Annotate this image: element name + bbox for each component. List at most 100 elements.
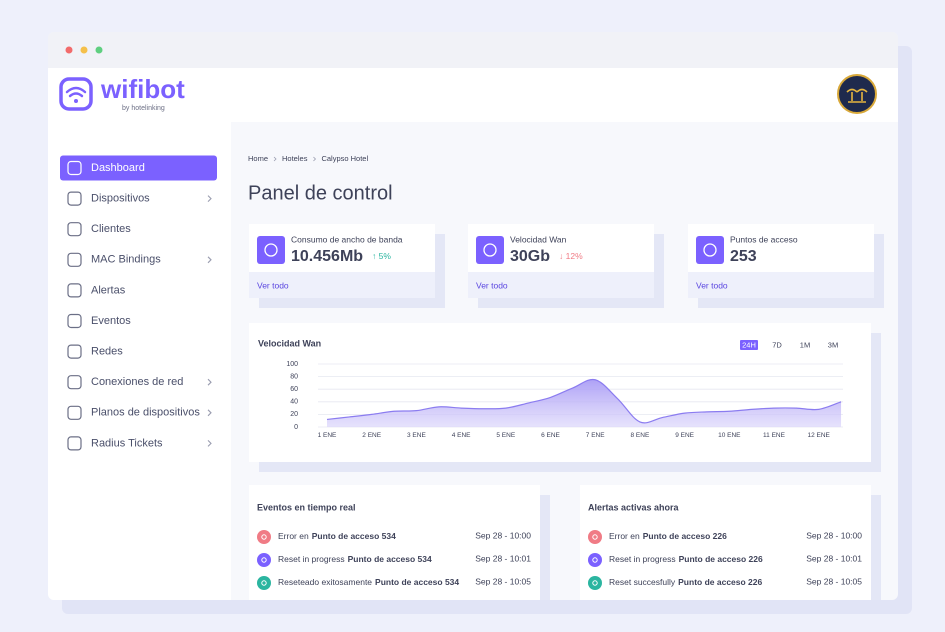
minimize-dot[interactable]: [80, 46, 88, 54]
sidebar-item[interactable]: Planos de dispositivos: [67, 405, 212, 420]
browser-window: wifibot by hotelinking Dashboard Disposit…: [48, 32, 898, 600]
breadcrumb-sep: [273, 156, 277, 162]
x-tick-label: 12 ENE: [807, 432, 830, 439]
range-button[interactable]: 7D: [772, 340, 782, 349]
chevron: [207, 195, 212, 202]
y-tick-label: 40: [290, 399, 298, 406]
stat-value-line: 10.456Mb ↑ 5%: [291, 248, 391, 265]
stat-link[interactable]: Ver todo: [696, 280, 728, 290]
menu-label: Redes: [91, 346, 123, 358]
stat-link[interactable]: Ver todo: [476, 280, 508, 290]
stat-label: Puntos de acceso: [730, 234, 798, 244]
status-glyph: [592, 580, 598, 586]
status-icon: [257, 553, 271, 567]
event-action: Reset in progress: [609, 554, 676, 564]
menu-label: MAC Bindings: [91, 254, 161, 266]
breadcrumb-item[interactable]: Hoteles: [282, 154, 308, 163]
menu-icon: [67, 160, 82, 176]
sidebar-item[interactable]: Radius Tickets: [67, 436, 212, 451]
menu-label: Conexiones de red: [91, 376, 183, 388]
sidebar-item[interactable]: Alertas: [67, 283, 126, 298]
menu-icon: [67, 252, 82, 267]
card-icon-glyph: [703, 243, 717, 257]
sidebar-item[interactable]: Clientes: [67, 222, 131, 237]
sidebar: [48, 122, 231, 600]
y-tick-label: 60: [290, 386, 298, 393]
card-footer: [249, 272, 435, 298]
event-target: Punto de acceso 226: [679, 554, 763, 564]
breadcrumb-item[interactable]: Calypso Hotel: [321, 154, 368, 163]
sidebar-item[interactable]: MAC Bindings: [67, 252, 212, 267]
stat-card: Velocidad Wan 30Gb ↓ 12% Ver todo: [468, 224, 664, 308]
card-icon-glyph: [483, 243, 497, 257]
status-glyph: [261, 557, 267, 563]
event-text: Reset in progress Punto de acceso 534: [278, 554, 432, 564]
event-action: Reset succesfully: [609, 577, 676, 587]
panel-title: Alertas activas ahora: [588, 502, 680, 512]
event-action: Reseteado exitosamente: [278, 577, 372, 587]
event-action: Error en: [278, 531, 309, 541]
range-label: 24H: [742, 340, 756, 349]
x-tick-label: 8 ENE: [631, 432, 650, 439]
event-time: Sep 28 - 10:01: [806, 553, 862, 563]
logo[interactable]: wifibot by hotelinking: [59, 74, 185, 112]
panel-body: [580, 485, 871, 600]
stat-link[interactable]: Ver todo: [257, 280, 289, 290]
menu-label: Dashboard: [91, 162, 145, 174]
maximize-dot[interactable]: [95, 46, 103, 54]
x-tick-label: 6 ENE: [541, 432, 560, 439]
panel: Alertas activas ahora Error en Punto de ac…: [580, 485, 881, 600]
breadcrumb-item[interactable]: Home: [248, 154, 268, 163]
sidebar-item[interactable]: Eventos: [67, 313, 131, 329]
sidebar-item[interactable]: Conexiones de red: [67, 375, 212, 390]
menu-icon: [67, 283, 82, 298]
range-button[interactable]: 3M: [828, 340, 838, 349]
x-tick-label: 10 ENE: [718, 432, 741, 439]
panel-body: [249, 485, 540, 600]
card-icon: [476, 236, 504, 264]
event-target: Punto de acceso 534: [348, 554, 432, 564]
stat-label: Velocidad Wan: [510, 234, 567, 244]
x-tick-label: 9 ENE: [675, 432, 694, 439]
status-icon: [588, 576, 602, 590]
sidebar-item[interactable]: Redes: [67, 344, 123, 359]
menu-label: Eventos: [91, 315, 131, 327]
avatar[interactable]: [837, 74, 877, 114]
event-action: Error en: [609, 531, 640, 541]
stat-value-line: 253: [730, 248, 757, 265]
event-time: Sep 28 - 10:05: [806, 576, 862, 586]
status-icon: [588, 530, 602, 544]
logo-dot: [74, 99, 78, 103]
x-tick-label: 4 ENE: [452, 432, 471, 439]
y-tick-label: 20: [290, 411, 298, 418]
sidebar-item[interactable]: Dispositivos: [67, 191, 212, 206]
x-tick-label: 5 ENE: [496, 432, 515, 439]
range-button[interactable]: 1M: [800, 340, 810, 349]
y-tick-label: 80: [290, 373, 298, 380]
menu-icon: [67, 405, 82, 420]
stat-change: ↑ 5%: [372, 251, 391, 261]
menu-icon: [67, 375, 82, 390]
breadcrumb-sep: [313, 156, 317, 162]
menu-icon: [67, 313, 82, 329]
sidebar-item[interactable]: Dashboard: [60, 155, 217, 181]
status-icon: [257, 576, 271, 590]
event-time: Sep 28 - 10:00: [806, 530, 862, 540]
event-target: Punto de acceso 226: [678, 577, 762, 587]
chevron: [207, 378, 212, 386]
logo-icon: [59, 77, 93, 111]
status-icon: [257, 530, 271, 544]
stat-card: Consumo de ancho de banda 10.456Mb ↑ 5% Ver…: [249, 224, 445, 308]
menu-label: Radius Tickets: [91, 437, 163, 449]
status-glyph: [261, 534, 267, 540]
stat-card: Puntos de acceso 253 Ver todo: [688, 224, 884, 308]
card-icon: [696, 236, 724, 264]
card-footer: [468, 272, 654, 298]
event-text: Reset succesfully Punto de acceso 226: [609, 577, 763, 587]
range-button[interactable]: 24H: [740, 340, 758, 350]
close-dot[interactable]: [65, 46, 73, 54]
logo-text: wifibot: [100, 74, 185, 104]
stat-value-line: 30Gb ↓ 12%: [510, 248, 583, 265]
x-tick-label: 11 ENE: [763, 432, 786, 439]
